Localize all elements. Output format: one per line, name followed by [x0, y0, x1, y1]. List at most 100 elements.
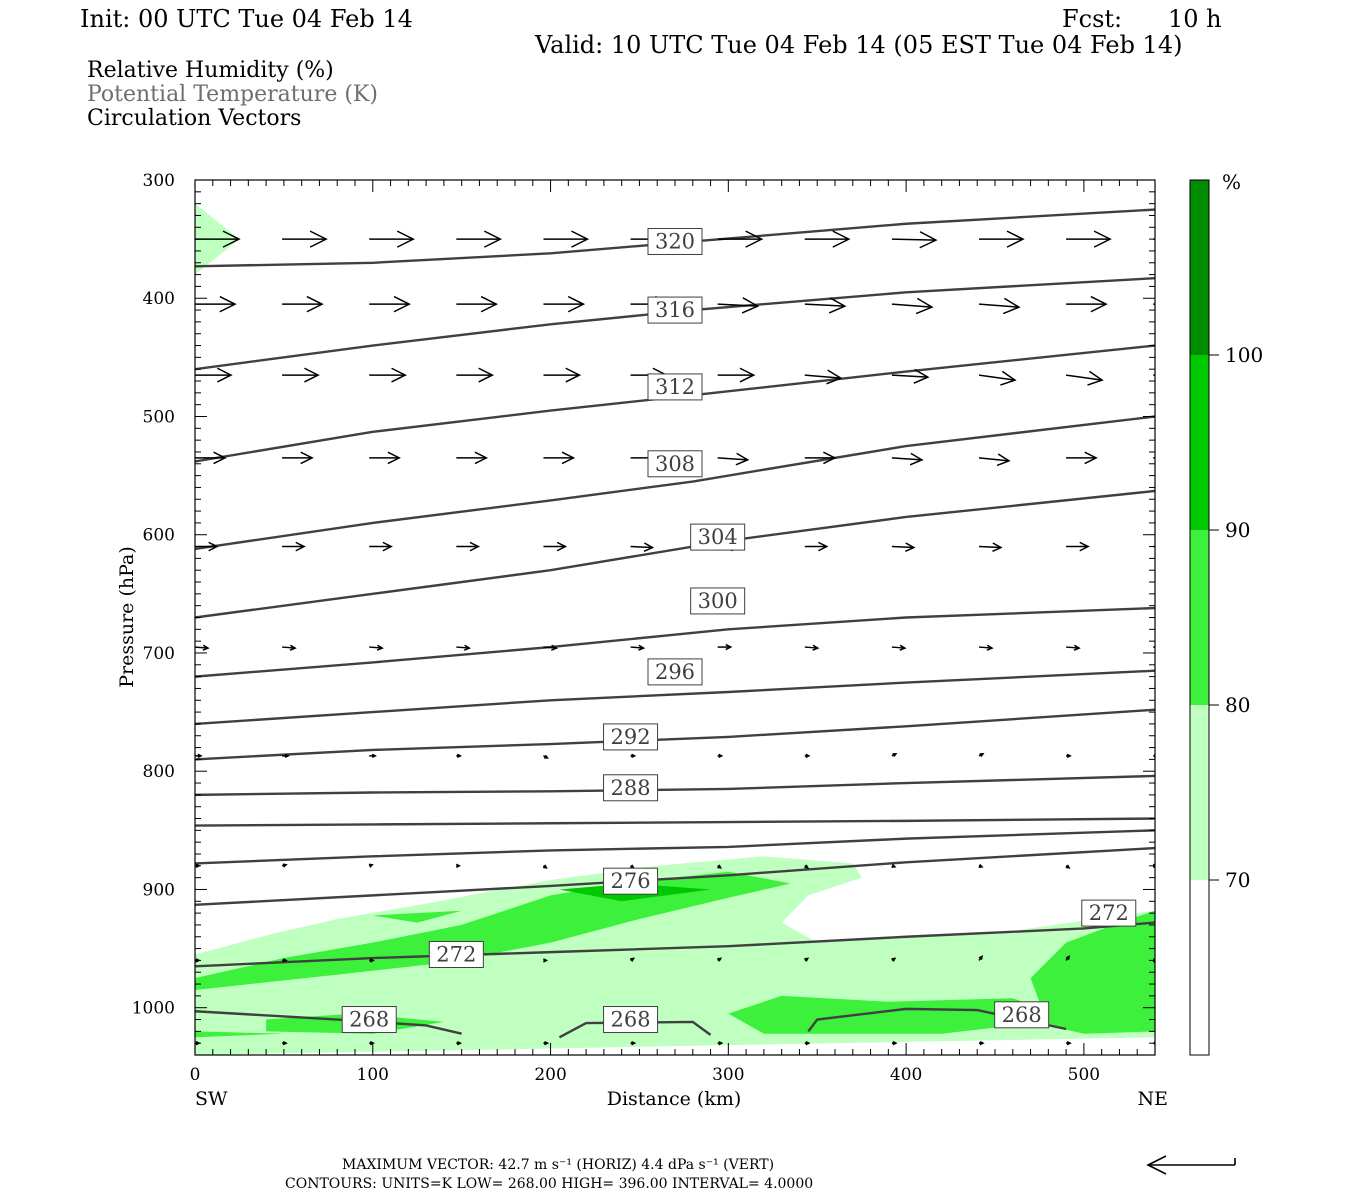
vector-arrow-r5-9 [978, 644, 994, 651]
colorbar-segment-3 [1190, 705, 1209, 880]
vector-arrow-r6-4 [543, 754, 549, 759]
contour-label-box-6 [647, 658, 703, 686]
vector-arrow-r6-0 [195, 753, 203, 759]
vector-arrow-r7-5 [630, 864, 635, 869]
vector-arrow-r0-6 [717, 230, 764, 248]
vector-arrow-r1-10 [1066, 295, 1108, 313]
vector-arrow-r5-2 [369, 644, 384, 651]
colorbar-label-90: 90 [1225, 518, 1250, 542]
contour-label-268-14: 268 [1002, 1003, 1042, 1027]
vector-arrow-r0-1 [282, 230, 328, 248]
vector-arrow-r4-2 [369, 541, 393, 552]
y-tick-label-500: 500 [143, 407, 175, 427]
vector-arrow-r3-7 [804, 451, 837, 465]
contour-label-320-0: 320 [655, 229, 695, 253]
x-tick-label-300: 300 [712, 1065, 744, 1085]
contour-label-box-13 [603, 1006, 659, 1034]
colorbar: 100 90 80 70% [1189, 170, 1263, 1056]
vector-arrow-r6-7 [804, 753, 811, 759]
colorbar-frame [1189, 179, 1210, 1056]
colorbar-segment-0 [1190, 180, 1209, 355]
vector-arrow-r1-4 [543, 295, 586, 313]
theta-contour-320-0 [195, 208, 1155, 268]
vector-arrow-r8-8 [891, 957, 897, 962]
vector-arrow-r0-2 [369, 230, 415, 248]
vector-arrow-r4-11 [1153, 545, 1155, 548]
contour-label-box-2 [647, 373, 703, 401]
x-end-right-label: NE [1138, 1088, 1169, 1110]
contour-label-box-5 [690, 587, 746, 615]
y-tick-label-300: 300 [143, 171, 175, 191]
vector-arrow-r3-10 [1066, 451, 1098, 465]
y-tick-label-1000: 1000 [132, 999, 175, 1019]
vector-arrow-r8-4 [543, 958, 549, 963]
vector-arrow-r9-4 [543, 1041, 550, 1046]
max-vector-footnote: MAXIMUM VECTOR: 42.7 m s⁻¹ (HORIZ) 4.4 d… [342, 1157, 775, 1173]
contour-label-288-8: 288 [611, 776, 651, 800]
vector-arrow-r9-6 [717, 1041, 724, 1046]
contour-label-300-5: 300 [698, 589, 738, 613]
y-tick-label-600: 600 [143, 526, 175, 546]
vector-arrow-r7-7 [804, 864, 810, 869]
vector-arrow-r5-4 [543, 644, 559, 651]
x-end-left-label: SW [195, 1088, 228, 1110]
axis-ticks: 0 100 200 300 400 500 300 400 500 600 700 800 900 100… [132, 171, 1155, 1085]
vector-arrow-r1-7 [804, 297, 847, 314]
x-tick-label-500: 500 [1068, 1065, 1100, 1085]
vector-arrow-r7-3 [455, 863, 462, 868]
contour-label-box-14 [994, 1001, 1050, 1029]
vector-arrow-r4-7 [804, 541, 829, 552]
vector-arrow-r6-3 [456, 753, 463, 759]
theta-contour-unlabeled-10 [195, 829, 1155, 865]
theta-contour-316-1 [195, 276, 1155, 371]
theta-contour-292-7 [195, 708, 1155, 761]
y-tick-label-800: 800 [143, 762, 175, 782]
theta-contour-312-2 [195, 344, 1155, 463]
contour-label-312-2: 312 [655, 375, 695, 399]
rh-region-80-90-6 [195, 1031, 284, 1038]
vector-arrow-r5-5 [630, 644, 646, 651]
theta-contour-272-12 [195, 921, 1155, 968]
colorbar-label-70: 70 [1225, 868, 1250, 892]
vector-arrow-r8-7 [804, 957, 810, 962]
vector-arrow-r8-5 [630, 957, 635, 962]
theta-contour-unlabeled-9 [195, 817, 1155, 827]
vector-arrow-r3-11 [1153, 457, 1155, 459]
colorbar-segment-2 [1190, 530, 1209, 705]
theta-contour-308-3 [195, 415, 1155, 551]
contour-label-box-0 [647, 227, 703, 255]
contour-label-276-9: 276 [611, 869, 651, 893]
vector-arrow-r3-1 [282, 451, 314, 465]
contour-labels: 320 316 312 308 304 300 296 292 288 276 272 272 268 2… [341, 227, 1137, 1034]
vector-arrow-r3-6 [717, 452, 750, 466]
vector-arrow-r6-10 [1066, 753, 1072, 759]
vector-arrow-r7-9 [978, 863, 984, 869]
contour-label-box-1 [647, 296, 703, 324]
reference-vector [1146, 1155, 1236, 1175]
rh-region-80-90-2 [372, 910, 462, 923]
contour-label-304-4: 304 [698, 525, 738, 549]
y-tick-label-400: 400 [143, 289, 175, 309]
vector-arrow-r2-6 [717, 367, 756, 383]
y-axis-title: Pressure (hPa) [116, 546, 138, 688]
vector-arrow-r0-3 [456, 230, 503, 248]
theta-contour-300-5 [195, 606, 1155, 678]
contour-label-292-7: 292 [611, 725, 651, 749]
vector-arrow-r0-7 [804, 230, 851, 248]
x-tick-label-0: 0 [190, 1065, 201, 1085]
vector-arrow-r5-0 [195, 644, 210, 651]
rh-region-80-90-4 [1030, 910, 1155, 1034]
vector-arrow-r6-2 [369, 753, 377, 759]
vector-arrow-r2-1 [282, 367, 320, 383]
vector-arrow-r9-10 [1066, 1041, 1072, 1046]
vector-arrow-r0-0 [195, 230, 241, 248]
vector-arrow-r3-8 [891, 452, 924, 466]
vector-arrow-r6-1 [282, 753, 290, 759]
vector-arrow-r7-2 [368, 863, 374, 868]
contour-label-272-11: 272 [1089, 901, 1129, 925]
y-tick-label-700: 700 [143, 644, 175, 664]
vector-arrow-r2-4 [543, 367, 582, 383]
vector-arrow-r8-2 [369, 958, 375, 963]
vector-arrow-r2-2 [369, 367, 407, 383]
vector-arrow-r8-10 [1065, 955, 1071, 961]
